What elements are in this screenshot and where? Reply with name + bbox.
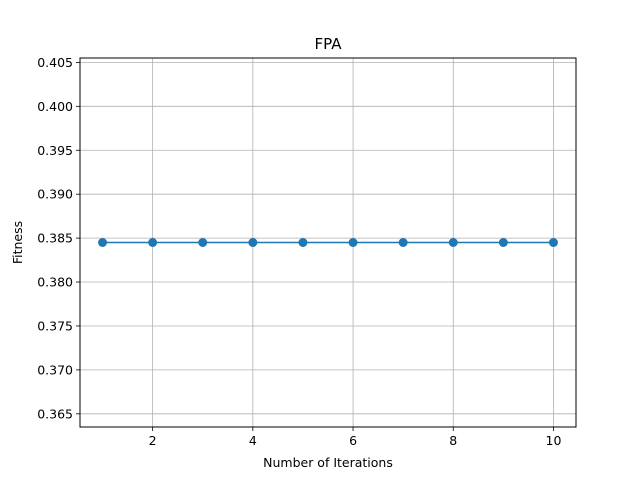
x-tick-label: 6 [349,433,357,448]
plot-frame [79,57,577,428]
x-tick-label: 8 [449,433,457,448]
y-tick-label: 0.375 [37,318,73,333]
series-layer [98,238,558,247]
data-point [198,238,208,247]
chart-title: FPA [315,35,343,53]
y-tick-label: 0.390 [37,187,73,202]
ticks: 2 4 6 8 10 0.365 0.370 0.375 0.380 0.385 0.390 0.39… [37,55,561,448]
data-point [548,238,558,247]
x-axis-label: Number of Iterations [263,455,393,470]
x-tick-label: 2 [149,433,157,448]
data-point [98,238,108,247]
data-point [498,238,508,247]
y-axis-label: Fitness [10,221,25,264]
y-tick-label: 0.405 [37,55,73,70]
data-point [148,238,158,247]
x-tick-label: 10 [546,433,562,448]
data-point [298,238,308,247]
x-tick-label: 4 [249,433,257,448]
y-tick-label: 0.365 [37,406,73,421]
y-tick-label: 0.400 [37,99,73,114]
y-tick-label: 0.385 [37,231,73,246]
y-tick-label: 0.395 [37,143,73,158]
data-point [348,238,358,247]
data-point [398,238,408,247]
y-tick-label: 0.370 [37,362,73,377]
data-point [248,238,258,247]
y-tick-label: 0.380 [37,275,73,290]
data-point [448,238,458,247]
